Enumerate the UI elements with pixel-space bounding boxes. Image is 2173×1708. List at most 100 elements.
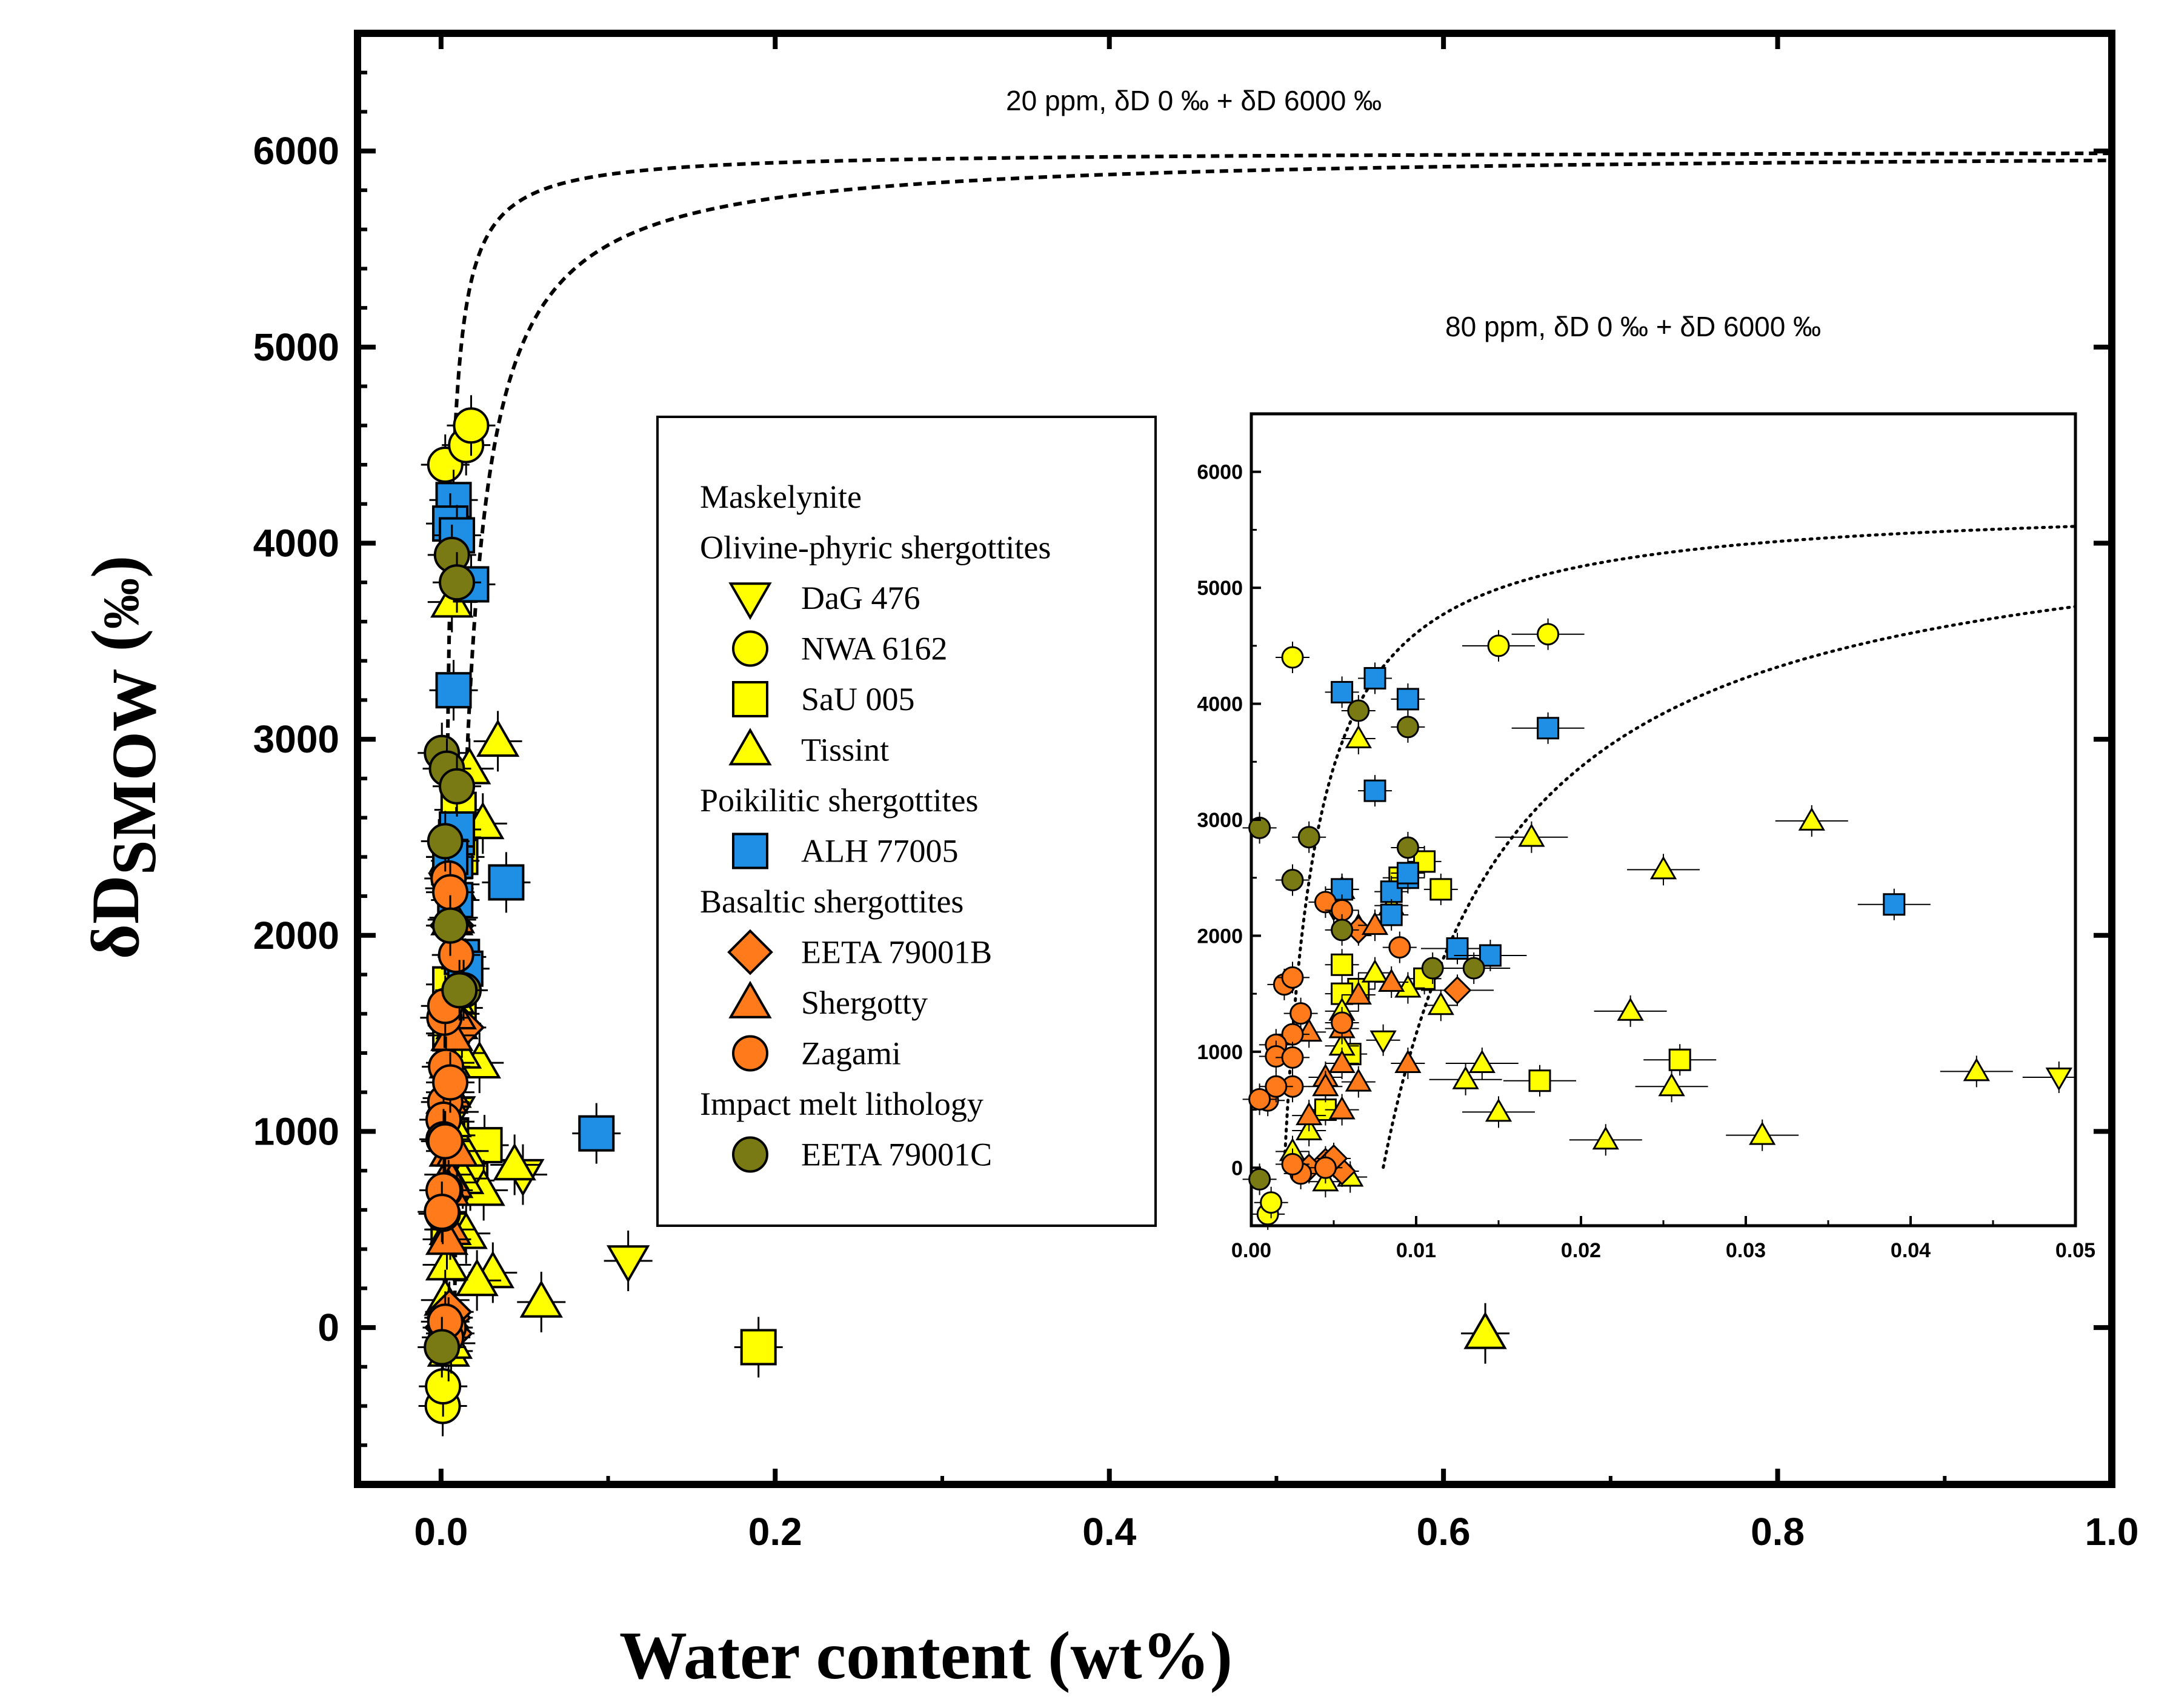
main-plot-frame [354,30,2115,1488]
legend-group-label: Basaltic shergottites [700,883,963,920]
inset-point-alh-77005 [1396,688,1419,711]
inset-point-eeta-79001c [1281,869,1304,892]
x-tick-label: 0.8 [1751,1510,1805,1553]
inset-point-shergotty [1312,1072,1339,1097]
x-tick-label: 0.4 [1082,1510,1136,1553]
y-axis-label-unit: ‰ [93,578,150,629]
y-tick-label: 6000 [253,129,339,173]
inset-point-shergotty [1378,968,1405,992]
y-tick-label: 4000 [253,521,339,565]
inset-point-tissint [1649,856,1677,880]
legend-marker [728,582,772,620]
curve-label-20ppm: 20 ppm, δD 0 ‰ + δD 6000 ‰ [1006,85,1382,116]
main-point-alh-77005 [578,1115,615,1152]
inset-point-tissint [1345,725,1372,748]
inset-point-zagami [1281,1153,1304,1176]
inset-point-tissint [1468,1049,1496,1073]
inset-point-tissint [1452,1066,1479,1089]
legend-group-label: Impact melt lithology [700,1086,983,1122]
legend-entry-label: NWA 6162 [801,631,948,667]
inset-x-tick-label: 0.00 [1231,1239,1271,1262]
inset-x-tick-label: 0.02 [1561,1239,1601,1262]
inset-point-sau-005 [1429,878,1453,901]
inset-point-tissint [1658,1072,1685,1097]
y-axis-label: δDSMOW (‰) [78,556,169,960]
inset-y-tick-label: 3000 [1197,809,1243,832]
legend-entry-label: EETA 79001C [801,1137,992,1173]
inset-point-shergotty [1328,1049,1356,1073]
inset-point-eeta-79001c [1248,816,1271,839]
legend-marker [732,832,768,869]
inset-point-zagami [1281,1046,1304,1069]
inset-point-tissint [1518,823,1545,847]
legend-group-label: Olivine-phyric shergottites [700,530,1051,566]
main-point-eeta-79001c [424,1329,461,1366]
main-point-tissint [1463,1311,1507,1349]
inset-curve-1 [1382,605,2077,1169]
inset-point-sau-005 [1528,1069,1551,1092]
inset-point-alh-77005 [1363,666,1386,690]
main-point-dag-476 [607,1245,650,1283]
x-tick-label: 0.2 [748,1510,802,1553]
inset-y-tick-label: 6000 [1197,461,1243,484]
inset-point-alh-77005 [1537,717,1560,740]
inset-x-tick-label: 0.01 [1396,1239,1436,1262]
main-point-eeta-79001c [427,823,464,860]
legend-group-label: Poikilitic shergottites [700,782,979,819]
legend-entry-label: SaU 005 [801,681,915,717]
legend-entry-label: EETA 79001B [801,934,992,971]
y-tick-label: 2000 [253,914,339,957]
inset-y-tick-label: 2000 [1197,925,1243,948]
inset-point-zagami [1314,1156,1337,1179]
inset-frame [1250,412,2077,1228]
main-point-eeta-79001c [432,907,469,944]
y-tick-label: 5000 [253,325,339,369]
main-point-tissint [519,1280,563,1318]
y-tick-label: 0 [318,1306,339,1349]
legend-entry-label: Tissint [801,732,889,768]
main-point-zagami [432,1064,469,1101]
main-point-zagami [438,937,474,974]
main-point-shergotty [425,1217,469,1255]
legend-marker [728,728,772,766]
y-axis-label-sub: SMOW [99,668,169,875]
inset-x-tick-label: 0.04 [1891,1239,1931,1262]
inset-point-tissint [1485,1098,1512,1122]
inset-point-eeta-79001c [1347,699,1370,722]
inset-point-dag-476 [2045,1068,2072,1091]
inset-point-eeta-79001c [1396,716,1419,739]
x-tick-label: 1.0 [2085,1510,2139,1553]
inset-point-eeta-79001c [1421,957,1444,980]
y-tick-label: 3000 [253,717,339,761]
main-point-tissint [455,1258,499,1297]
legend-marker [732,630,768,667]
inset-point-shergotty [1345,981,1372,1005]
main-axis-ticks: 0.0 0.2 0.4 0.6 0.8 1.0 0 1000 2000 3000 4000 5000 6… [253,33,2139,1553]
inset-point-nwa-6162 [1260,1191,1283,1214]
main-point-nwa-6162 [425,1368,462,1405]
y-axis-label-main: δD [78,875,153,959]
inset-point-shergotty [1296,1102,1323,1126]
inset-point-tissint [1427,991,1454,1015]
legend-marker [732,681,768,717]
main-point-alh-77005 [435,672,472,709]
inset-point-eeta-79001c [1248,1168,1271,1191]
legend-group-label: Maskelynite [700,479,862,515]
inset-point-zagami [1331,1011,1354,1034]
inset-x-tick-label: 0.05 [2055,1239,2095,1262]
legend: Maskelynite Olivine-phyric shergottites Da… [700,479,1051,1173]
inset-point-alh-77005 [1363,779,1386,802]
main-point-alh-77005 [488,864,525,901]
y-tick-label: 1000 [253,1109,339,1153]
inset-point-nwa-6162 [1537,623,1560,646]
inset-point-eeta-79001b [1443,976,1472,1005]
inset-curve-0 [1282,525,2077,1169]
inset-point-tissint [1963,1057,1990,1082]
inset-point-alh-77005 [1396,862,1419,885]
inset-point-tissint [1798,807,1825,831]
inset-y-tick-label: 1000 [1197,1041,1243,1064]
inset-point-zagami [1281,966,1304,989]
curve-label-80ppm: 80 ppm, δD 0 ‰ + δD 6000 ‰ [1445,311,1821,342]
inset-point-zagami [1248,1088,1271,1111]
